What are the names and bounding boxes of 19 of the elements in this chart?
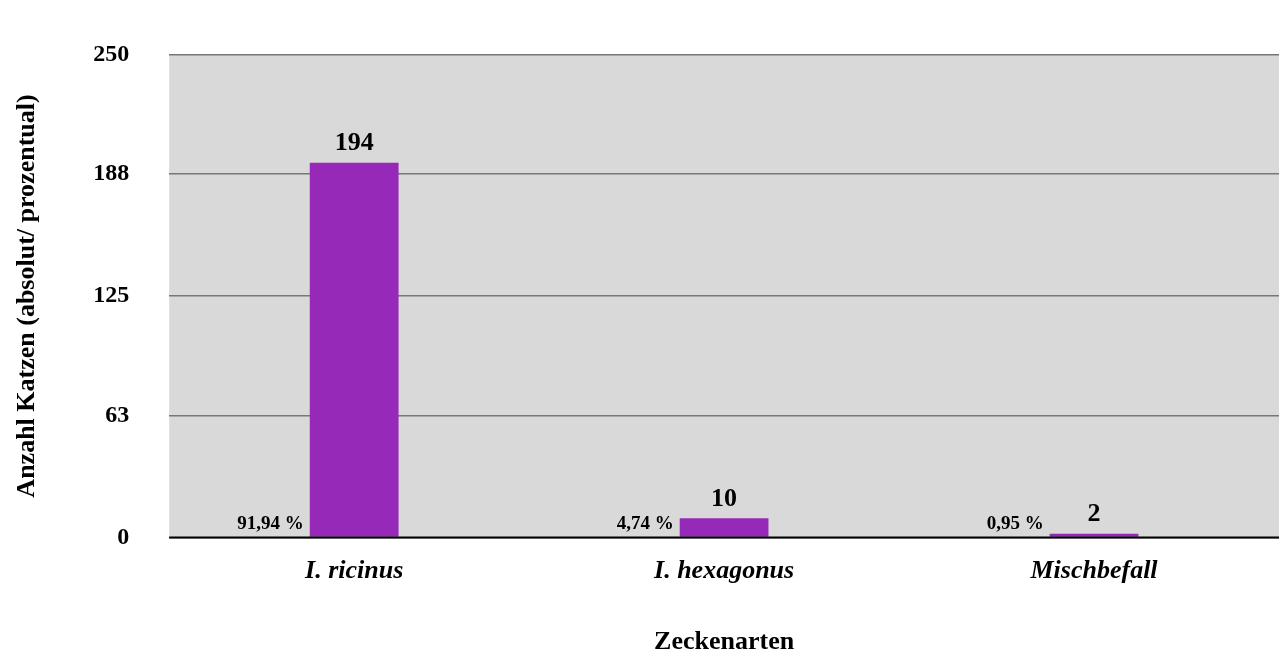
bar: [309, 162, 399, 537]
y-tick-label: 0: [117, 522, 130, 549]
y-tick-label: 63: [105, 401, 130, 428]
bar: [1049, 533, 1139, 537]
x-tick-label: I. ricinus: [304, 554, 404, 584]
x-tick-label: Mischbefall: [1029, 554, 1159, 584]
data-label: 2: [1087, 498, 1101, 528]
annotation: 91,94 %: [237, 512, 304, 534]
y-tick-label: 250: [93, 39, 130, 66]
x-tick-label: I. hexagonus: [653, 554, 795, 584]
bar: [679, 518, 769, 537]
x-axis-title: Zeckenarten: [654, 626, 795, 656]
y-tick-label: 125: [93, 281, 130, 308]
annotation: 4,74 %: [616, 512, 674, 534]
y-tick-label: 188: [93, 159, 130, 186]
data-label: 10: [711, 482, 738, 512]
y-axis-title: Anzahl Katzen (absolut/ prozentual): [11, 94, 41, 498]
data-label: 194: [334, 127, 374, 157]
annotation: 0,95 %: [986, 512, 1044, 534]
